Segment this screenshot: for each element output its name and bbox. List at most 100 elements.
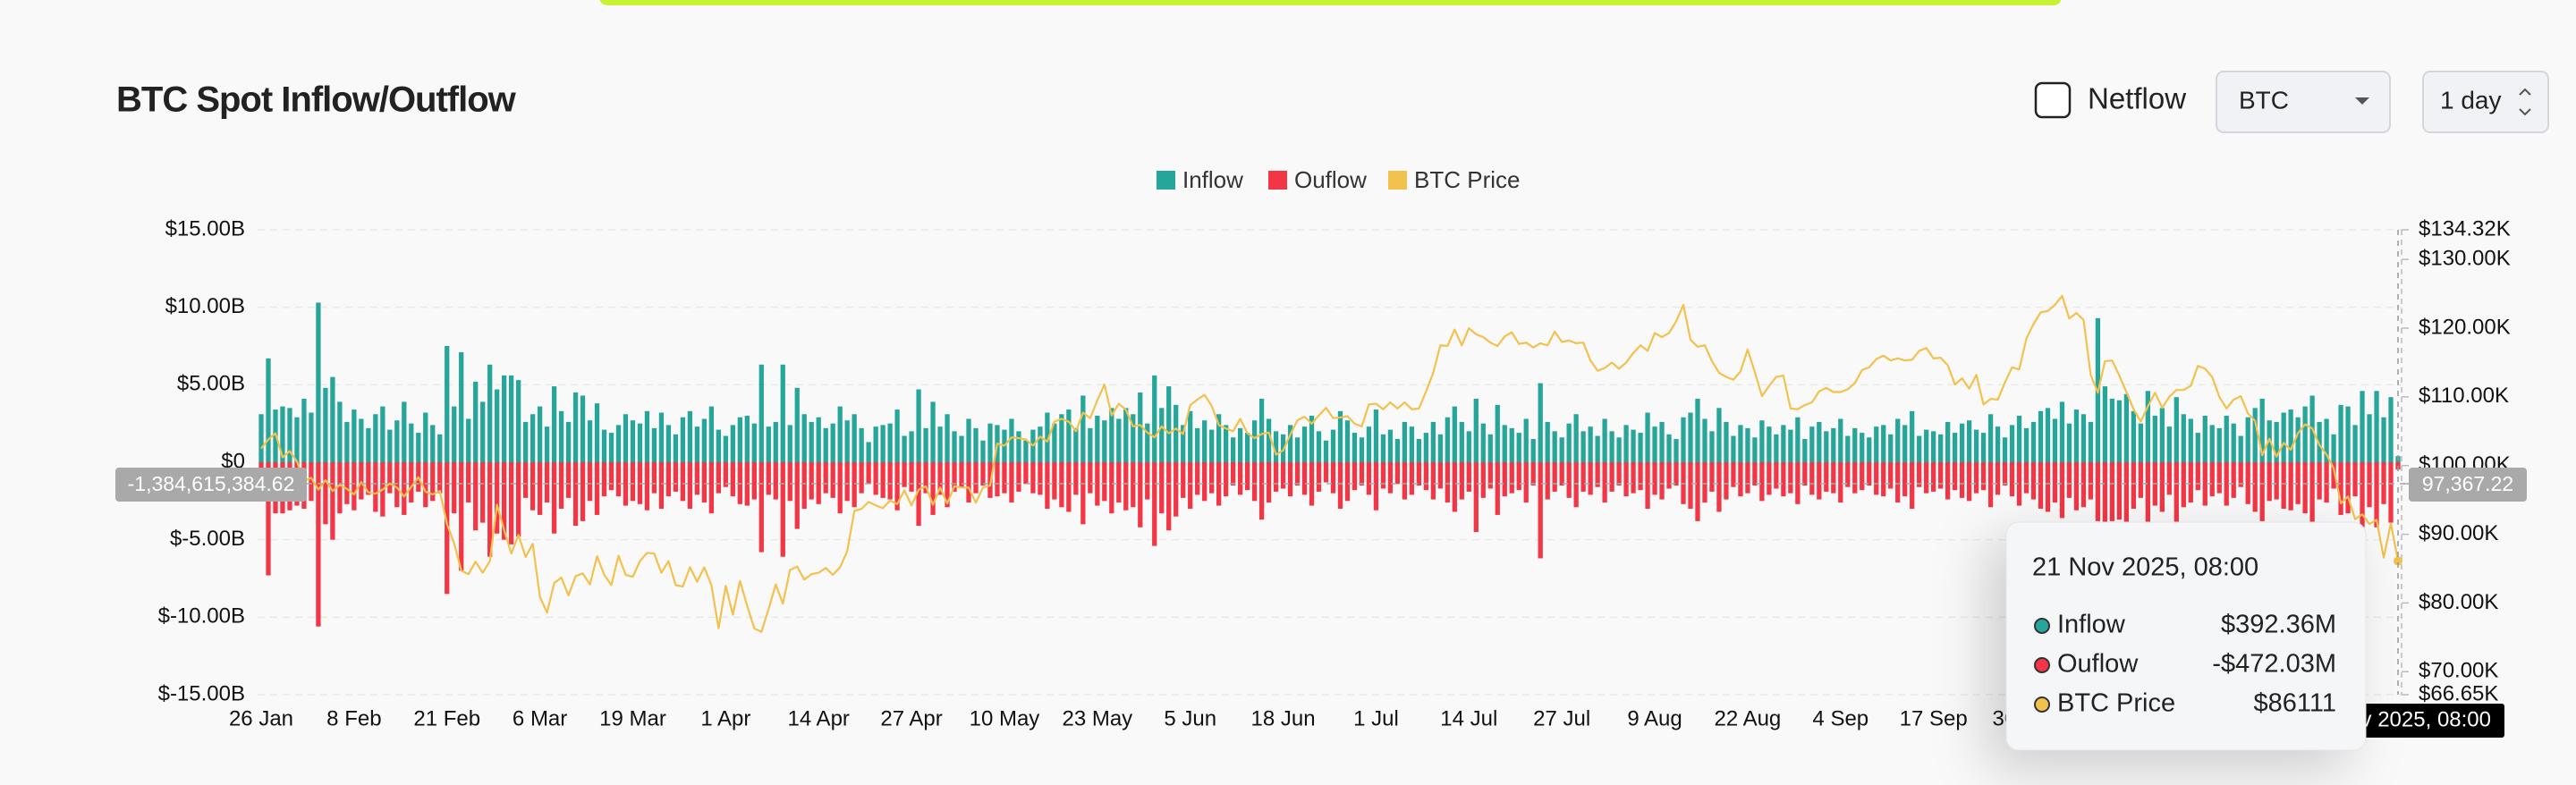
bar: [502, 375, 507, 462]
asset-select[interactable]: BTC: [2216, 71, 2391, 133]
bar: [1258, 462, 1265, 520]
bar: [1652, 462, 1657, 495]
bar: [1316, 462, 1322, 492]
netflow-toggle[interactable]: Netflow: [2034, 81, 2186, 119]
bar: [716, 429, 721, 462]
bar: [1616, 462, 1622, 485]
tooltip-value: $392.36M: [2221, 611, 2336, 639]
bar: [2324, 418, 2329, 462]
bar: [2095, 462, 2101, 521]
bar: [430, 425, 436, 462]
bar: [565, 462, 572, 498]
bar: [1966, 462, 1972, 502]
bar: [1659, 421, 1665, 462]
bar: [280, 406, 285, 462]
select-box[interactable]: [2422, 71, 2549, 133]
bar: [1174, 462, 1179, 517]
bar: [544, 462, 550, 503]
bar: [1724, 421, 1729, 462]
bar: [959, 435, 964, 462]
bar: [352, 409, 357, 462]
bar: [2352, 462, 2358, 497]
bar: [423, 412, 428, 462]
bar: [658, 462, 665, 509]
bar: [423, 462, 428, 508]
bar: [2345, 406, 2351, 462]
bar: [522, 462, 529, 498]
bar: [1216, 462, 1222, 506]
bar: [373, 414, 378, 462]
bar: [2145, 391, 2150, 462]
bar: [1731, 435, 1736, 462]
bar: [1030, 462, 1036, 494]
bar: [2216, 462, 2222, 494]
bar: [1795, 417, 1801, 462]
interval-select[interactable]: 1 day: [2422, 71, 2549, 133]
caret: [2355, 97, 2369, 105]
bar: [1373, 409, 1379, 462]
bar: [937, 462, 943, 495]
bar: [323, 462, 328, 525]
bar: [2045, 408, 2051, 462]
bar: [1480, 462, 1486, 498]
bar: [608, 462, 614, 491]
bar: [437, 462, 443, 494]
x-tick-label: 26 Jan: [229, 706, 293, 730]
bar: [1437, 434, 1443, 462]
bar: [651, 427, 657, 462]
bar: [1867, 437, 1872, 462]
bar: [902, 462, 907, 487]
bar: [1881, 425, 1886, 462]
x-tick-label: 17 Sep: [1900, 706, 1968, 730]
bar: [708, 462, 715, 514]
bar: [1038, 426, 1043, 462]
select-box[interactable]: [2216, 71, 2391, 133]
select-value[interactable]: BTC: [2239, 86, 2289, 114]
bar: [544, 426, 550, 462]
bar: [1759, 462, 1765, 502]
bar: [894, 462, 900, 511]
bar: [2152, 416, 2157, 462]
bar: [1380, 434, 1386, 462]
bar: [1602, 462, 1607, 503]
bar: [430, 462, 436, 502]
bar: [509, 375, 514, 462]
bar: [2274, 462, 2279, 500]
bar: [2066, 462, 2072, 498]
bar: [1688, 412, 1693, 462]
checkbox[interactable]: [2034, 81, 2072, 119]
bar: [1258, 398, 1265, 462]
bar: [1788, 429, 1793, 462]
x-tick-label: 14 Jul: [1440, 706, 1497, 730]
bar: [1659, 462, 1665, 500]
bar: [2374, 462, 2379, 528]
bar: [2159, 408, 2165, 462]
bar: [1266, 418, 1272, 462]
netflow-label[interactable]: Netflow: [2088, 82, 2186, 115]
select-value[interactable]: 1 day: [2440, 86, 2502, 114]
x-tick-label: 27 Apr: [880, 706, 942, 730]
bar: [1009, 462, 1014, 503]
bar: [1237, 462, 1243, 495]
bar: [1452, 462, 1457, 512]
bar: [1402, 462, 1408, 500]
bar: [1695, 462, 1700, 521]
bar: [330, 462, 335, 540]
bar: [2030, 421, 2037, 462]
y2-tick-label: $130.00K: [2419, 247, 2511, 271]
bar: [1366, 426, 1372, 462]
bar: [495, 462, 500, 534]
bar: [1759, 420, 1765, 462]
bar: [1860, 433, 1865, 462]
bar: [409, 462, 414, 503]
bar: [2259, 462, 2265, 521]
bar: [402, 401, 407, 462]
tooltip: 21 Nov 2025, 08:00 Inflow $392.36M Ouflow -…: [2005, 521, 2367, 751]
bar: [1931, 431, 1936, 462]
bar: [2267, 462, 2272, 502]
bar: [1023, 440, 1029, 462]
bar: [1294, 437, 1301, 462]
bar: [1152, 462, 1157, 546]
bar: [1752, 462, 1758, 485]
bar: [816, 417, 821, 462]
